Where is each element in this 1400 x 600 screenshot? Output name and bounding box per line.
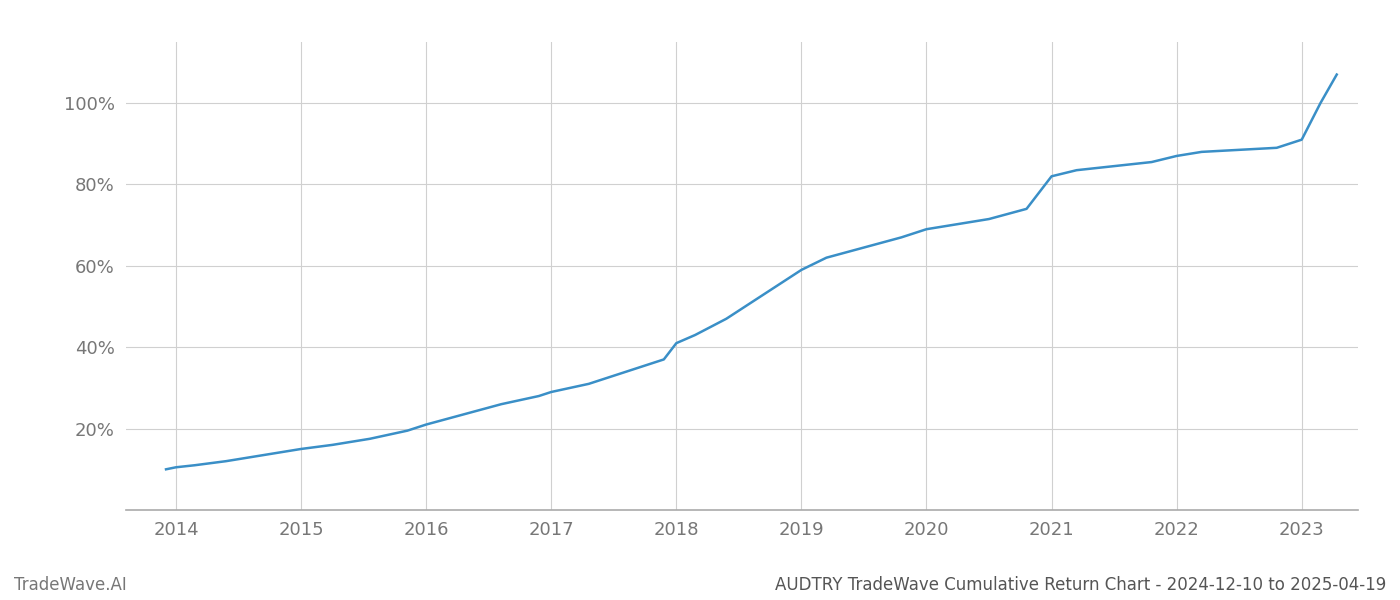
Text: AUDTRY TradeWave Cumulative Return Chart - 2024-12-10 to 2025-04-19: AUDTRY TradeWave Cumulative Return Chart… — [774, 576, 1386, 594]
Text: TradeWave.AI: TradeWave.AI — [14, 576, 127, 594]
